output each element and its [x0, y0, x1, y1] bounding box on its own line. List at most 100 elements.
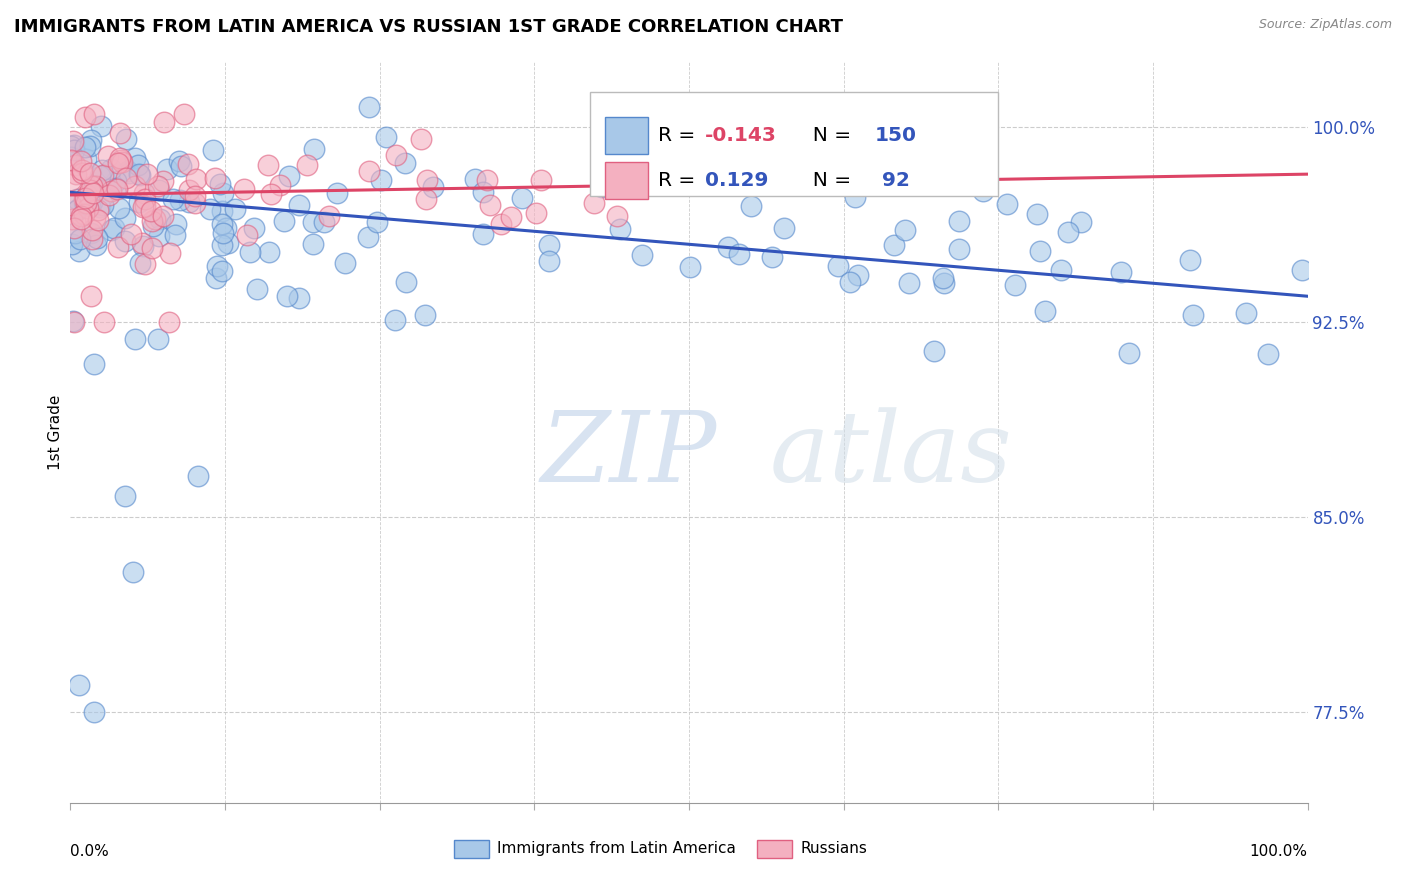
Point	[65, 167, 87, 181]
Point	[62, 134, 84, 148]
Point	[148, 179, 170, 194]
Point	[1257, 346, 1279, 360]
Point	[269, 178, 291, 192]
Point	[70, 209, 93, 223]
Point	[91, 198, 114, 212]
Point	[107, 240, 129, 254]
Point	[198, 202, 221, 217]
Point	[91, 169, 114, 183]
Point	[415, 173, 437, 187]
Point	[79, 199, 101, 213]
Point	[409, 131, 432, 145]
Point	[70, 163, 93, 178]
Point	[170, 159, 193, 173]
Point	[862, 171, 884, 186]
Point	[76, 188, 98, 202]
Point	[159, 246, 181, 260]
Point	[491, 217, 513, 231]
Point	[173, 107, 195, 121]
Point	[89, 169, 111, 183]
Text: 0.129: 0.129	[704, 170, 769, 190]
Y-axis label: 1st Grade: 1st Grade	[48, 395, 63, 470]
Point	[97, 188, 120, 202]
Point	[152, 209, 174, 223]
Point	[67, 201, 90, 215]
Point	[740, 199, 762, 213]
Point	[169, 193, 191, 207]
Point	[63, 315, 86, 329]
Point	[157, 315, 180, 329]
Point	[728, 247, 751, 261]
Point	[69, 153, 91, 168]
Point	[224, 202, 246, 216]
Point	[75, 140, 97, 154]
Point	[136, 167, 159, 181]
Point	[211, 186, 233, 200]
Point	[59, 172, 82, 186]
Point	[117, 164, 139, 178]
Point	[1029, 244, 1052, 259]
Text: 0.0%: 0.0%	[70, 844, 110, 858]
Point	[63, 158, 86, 172]
Point	[84, 238, 107, 252]
Point	[922, 344, 945, 359]
Point	[524, 206, 547, 220]
Point	[1050, 263, 1073, 277]
Point	[87, 213, 110, 227]
Point	[1033, 304, 1056, 318]
Point	[80, 133, 103, 147]
Text: IMMIGRANTS FROM LATIN AMERICA VS RUSSIAN 1ST GRADE CORRELATION CHART: IMMIGRANTS FROM LATIN AMERICA VS RUSSIAN…	[14, 18, 844, 36]
Point	[100, 161, 122, 176]
Point	[70, 166, 93, 180]
Text: N =: N =	[800, 170, 858, 190]
Point	[134, 199, 156, 213]
Point	[359, 100, 381, 114]
Point	[59, 138, 82, 153]
Point	[773, 221, 796, 235]
Point	[385, 147, 408, 161]
Point	[1291, 262, 1313, 277]
Point	[143, 212, 166, 227]
Point	[165, 227, 187, 242]
Point	[997, 196, 1019, 211]
Point	[211, 226, 233, 240]
Point	[134, 257, 156, 271]
Point	[139, 203, 162, 218]
Point	[972, 184, 994, 198]
Point	[73, 196, 96, 211]
Point	[118, 166, 141, 180]
Point	[105, 182, 128, 196]
Point	[211, 264, 233, 278]
Point	[1004, 277, 1026, 292]
Point	[79, 166, 101, 180]
Point	[948, 214, 970, 228]
Text: R =: R =	[658, 126, 702, 145]
Text: N =: N =	[800, 126, 858, 145]
Point	[146, 333, 169, 347]
Point	[169, 154, 191, 169]
Point	[73, 196, 96, 211]
Point	[883, 237, 905, 252]
Point	[302, 142, 325, 156]
Point	[183, 188, 205, 202]
Point	[75, 191, 97, 205]
Point	[66, 192, 89, 206]
Point	[84, 211, 107, 225]
Text: Immigrants from Latin America: Immigrants from Latin America	[498, 841, 735, 856]
Point	[1070, 215, 1092, 229]
Point	[257, 245, 280, 260]
Point	[152, 115, 174, 129]
Point	[179, 195, 201, 210]
Text: Russians: Russians	[800, 841, 868, 856]
Point	[898, 276, 921, 290]
Point	[631, 248, 654, 262]
Point	[60, 236, 83, 251]
Point	[63, 226, 86, 240]
Point	[288, 291, 311, 305]
Point	[370, 172, 392, 186]
Point	[111, 154, 134, 169]
Point	[591, 179, 613, 194]
Point	[538, 237, 561, 252]
Point	[128, 256, 150, 270]
Point	[80, 179, 103, 194]
